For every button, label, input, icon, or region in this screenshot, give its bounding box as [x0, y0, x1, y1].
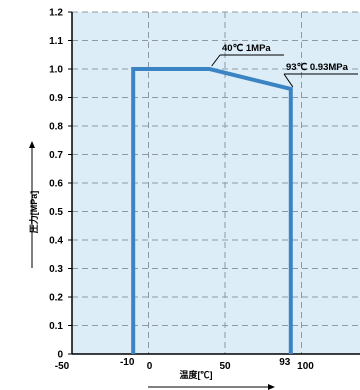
series-layer	[131, 67, 293, 354]
y-tick-label: 0.5	[49, 207, 63, 218]
y-axis-arrowhead	[29, 141, 35, 148]
axes	[68, 11, 360, 355]
y-tick-label: 0.8	[49, 122, 63, 133]
y-tick-label: 1.2	[49, 8, 63, 19]
y-tick-label: 0.3	[49, 264, 63, 275]
x-tick-label: 0	[147, 361, 153, 372]
x-tick-label: -50	[55, 361, 70, 372]
y-tick-label: 0	[57, 350, 63, 361]
x-tick-label: 50	[219, 361, 231, 372]
x-tick-label: 100	[297, 361, 314, 372]
annotation-label: 93℃ 0.93MPa	[286, 62, 349, 73]
x-extra-tick-label: 93	[279, 357, 291, 368]
y-tick-label: 0.6	[49, 179, 63, 190]
annotation-leader	[211, 54, 221, 67]
y-tick-label: 0.9	[49, 93, 63, 104]
x-axis-arrowhead	[268, 384, 275, 390]
gridlines	[72, 11, 360, 354]
y-axis-label: 圧力[MPa]	[28, 191, 39, 234]
y-tick-label: 1.0	[49, 65, 63, 76]
y-tick-label: 0.2	[49, 293, 63, 304]
axis-labels: 温度[℃] 圧力[MPa]	[28, 141, 275, 390]
annotations: 40℃ 1MPa 93℃ 0.93MPa	[211, 43, 358, 88]
pressure-limit-line	[131, 67, 293, 354]
y-tick-label: 0.7	[49, 150, 63, 161]
y-tick-label: 0.1	[49, 321, 63, 332]
annotation-label: 40℃ 1MPa	[222, 43, 271, 54]
y-tick-label: 0.4	[49, 236, 63, 247]
tick-labels: 0 0.1 0.2 0.3 0.4 0.5 0.6 0.7 0.8 0.9 1.0 1.1 1.2 -50…	[49, 8, 314, 373]
y-tick-label: 1.1	[49, 36, 63, 47]
annotation-leader	[283, 73, 294, 88]
x-extra-tick-label: -10	[120, 357, 135, 368]
x-axis-label: 温度[℃]	[180, 369, 213, 380]
